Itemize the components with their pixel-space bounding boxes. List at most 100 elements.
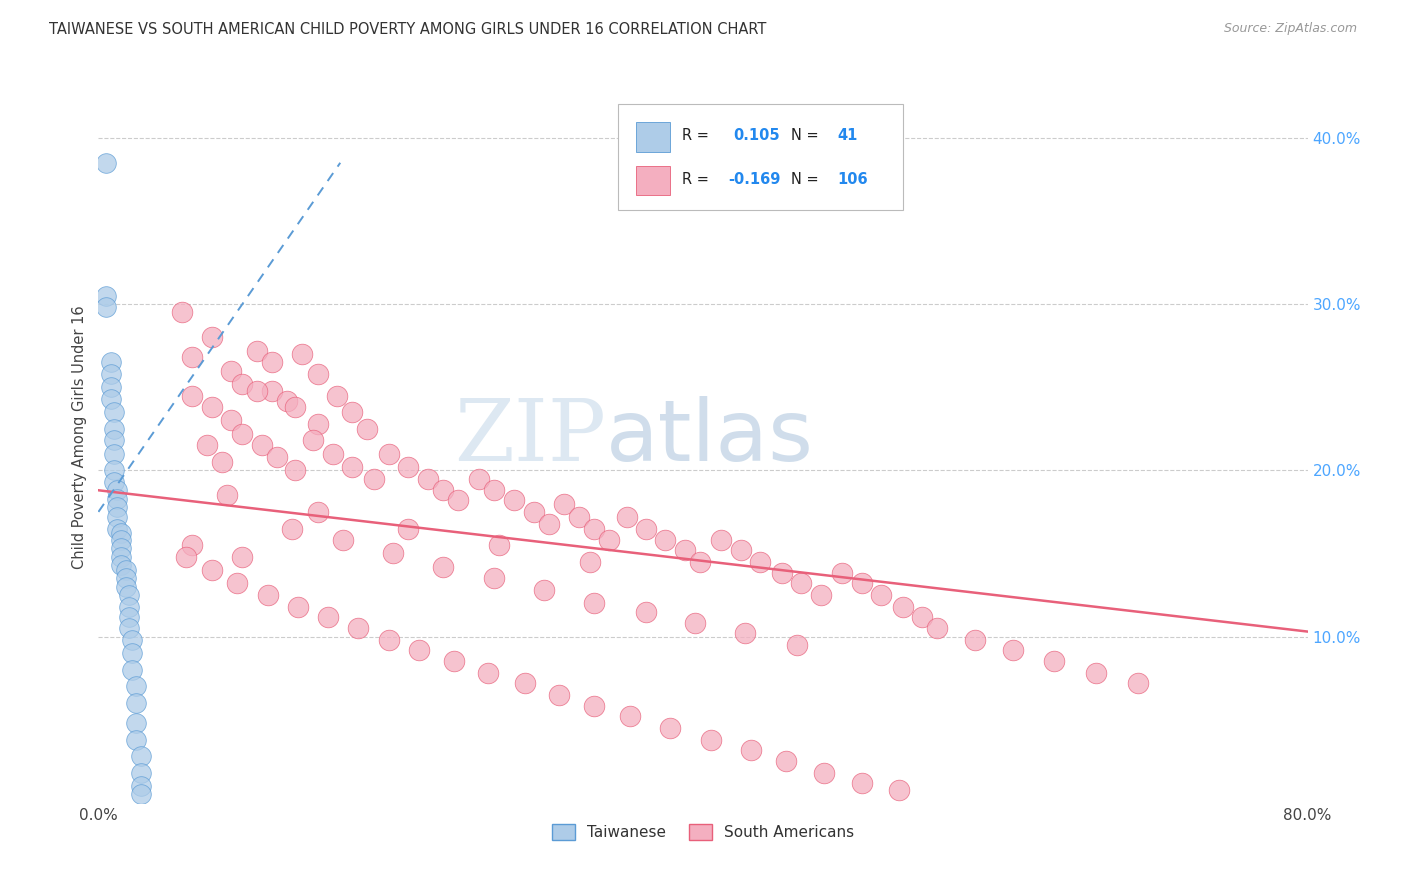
Point xyxy=(201,563,224,577)
Point xyxy=(634,521,657,535)
Text: TAIWANESE VS SOUTH AMERICAN CHILD POVERTY AMONG GIRLS UNDER 16 CORRELATION CHART: TAIWANESE VS SOUTH AMERICAN CHILD POVERT… xyxy=(49,22,766,37)
Point xyxy=(634,605,657,619)
Point xyxy=(276,393,298,408)
Point xyxy=(408,643,430,657)
Point xyxy=(699,732,721,747)
Point xyxy=(654,533,676,548)
Point xyxy=(201,400,224,414)
Point xyxy=(332,533,354,548)
Point xyxy=(786,638,808,652)
Point xyxy=(100,355,122,369)
Point xyxy=(250,438,273,452)
Point xyxy=(94,301,117,315)
Point xyxy=(484,483,506,498)
Point xyxy=(114,563,136,577)
Point xyxy=(291,347,314,361)
Point xyxy=(231,549,253,564)
Point xyxy=(118,599,141,614)
Point xyxy=(911,609,934,624)
Point xyxy=(118,588,141,602)
Text: 106: 106 xyxy=(837,171,868,186)
Point xyxy=(658,721,681,735)
Point xyxy=(889,782,911,797)
Point xyxy=(578,555,600,569)
Point xyxy=(537,516,560,531)
Point xyxy=(211,455,233,469)
Point xyxy=(118,621,141,635)
Text: R =: R = xyxy=(682,128,709,143)
Point xyxy=(1128,676,1150,690)
Point xyxy=(356,422,378,436)
Point xyxy=(1085,666,1108,681)
Point xyxy=(94,289,117,303)
Point xyxy=(377,632,399,647)
FancyBboxPatch shape xyxy=(619,104,903,211)
Point xyxy=(103,463,125,477)
Point xyxy=(129,788,152,802)
Text: 0.105: 0.105 xyxy=(734,128,780,143)
Point xyxy=(121,646,143,660)
Point xyxy=(125,716,148,731)
Point xyxy=(396,460,419,475)
Point xyxy=(685,616,707,631)
Point xyxy=(813,765,835,780)
Point xyxy=(105,491,128,506)
Point xyxy=(125,680,148,694)
Point xyxy=(927,621,949,635)
Point xyxy=(110,533,132,548)
Point xyxy=(110,526,132,541)
Point xyxy=(103,447,125,461)
Point xyxy=(181,351,204,365)
Point xyxy=(110,549,132,564)
Point xyxy=(129,779,152,793)
Point xyxy=(100,367,122,381)
Point xyxy=(215,488,238,502)
Point xyxy=(734,626,756,640)
Point xyxy=(673,543,696,558)
Point xyxy=(307,367,329,381)
Point xyxy=(125,732,148,747)
Point xyxy=(342,405,364,419)
Point xyxy=(468,472,491,486)
Point xyxy=(790,576,813,591)
Bar xyxy=(637,122,671,152)
Point xyxy=(231,426,253,441)
Point xyxy=(231,376,253,391)
Point xyxy=(342,460,364,475)
Point xyxy=(347,621,370,635)
Point xyxy=(181,388,204,402)
Point xyxy=(121,632,143,647)
Point xyxy=(503,493,526,508)
Point xyxy=(553,497,575,511)
Point xyxy=(488,538,510,552)
Point xyxy=(287,599,309,614)
Point xyxy=(382,546,405,560)
Point xyxy=(583,699,606,714)
Point xyxy=(447,493,470,508)
Text: N =: N = xyxy=(792,171,818,186)
Legend: Taiwanese, South Americans: Taiwanese, South Americans xyxy=(546,818,860,847)
Point xyxy=(110,541,132,556)
Point xyxy=(770,566,793,581)
Point xyxy=(396,521,419,535)
Point xyxy=(484,571,506,585)
Point xyxy=(568,509,591,524)
Text: R =: R = xyxy=(682,171,709,186)
Point xyxy=(103,405,125,419)
Text: 41: 41 xyxy=(837,128,858,143)
Point xyxy=(583,596,606,610)
Point xyxy=(284,400,307,414)
Point xyxy=(316,609,339,624)
Point xyxy=(307,505,329,519)
Point xyxy=(851,576,873,591)
Point xyxy=(432,483,454,498)
Point xyxy=(181,538,204,552)
Point xyxy=(870,588,893,602)
Point xyxy=(105,483,128,498)
Point xyxy=(170,305,193,319)
Point xyxy=(775,754,797,768)
Point xyxy=(477,666,499,681)
Point xyxy=(129,749,152,764)
Point xyxy=(221,413,243,427)
Point xyxy=(322,447,344,461)
